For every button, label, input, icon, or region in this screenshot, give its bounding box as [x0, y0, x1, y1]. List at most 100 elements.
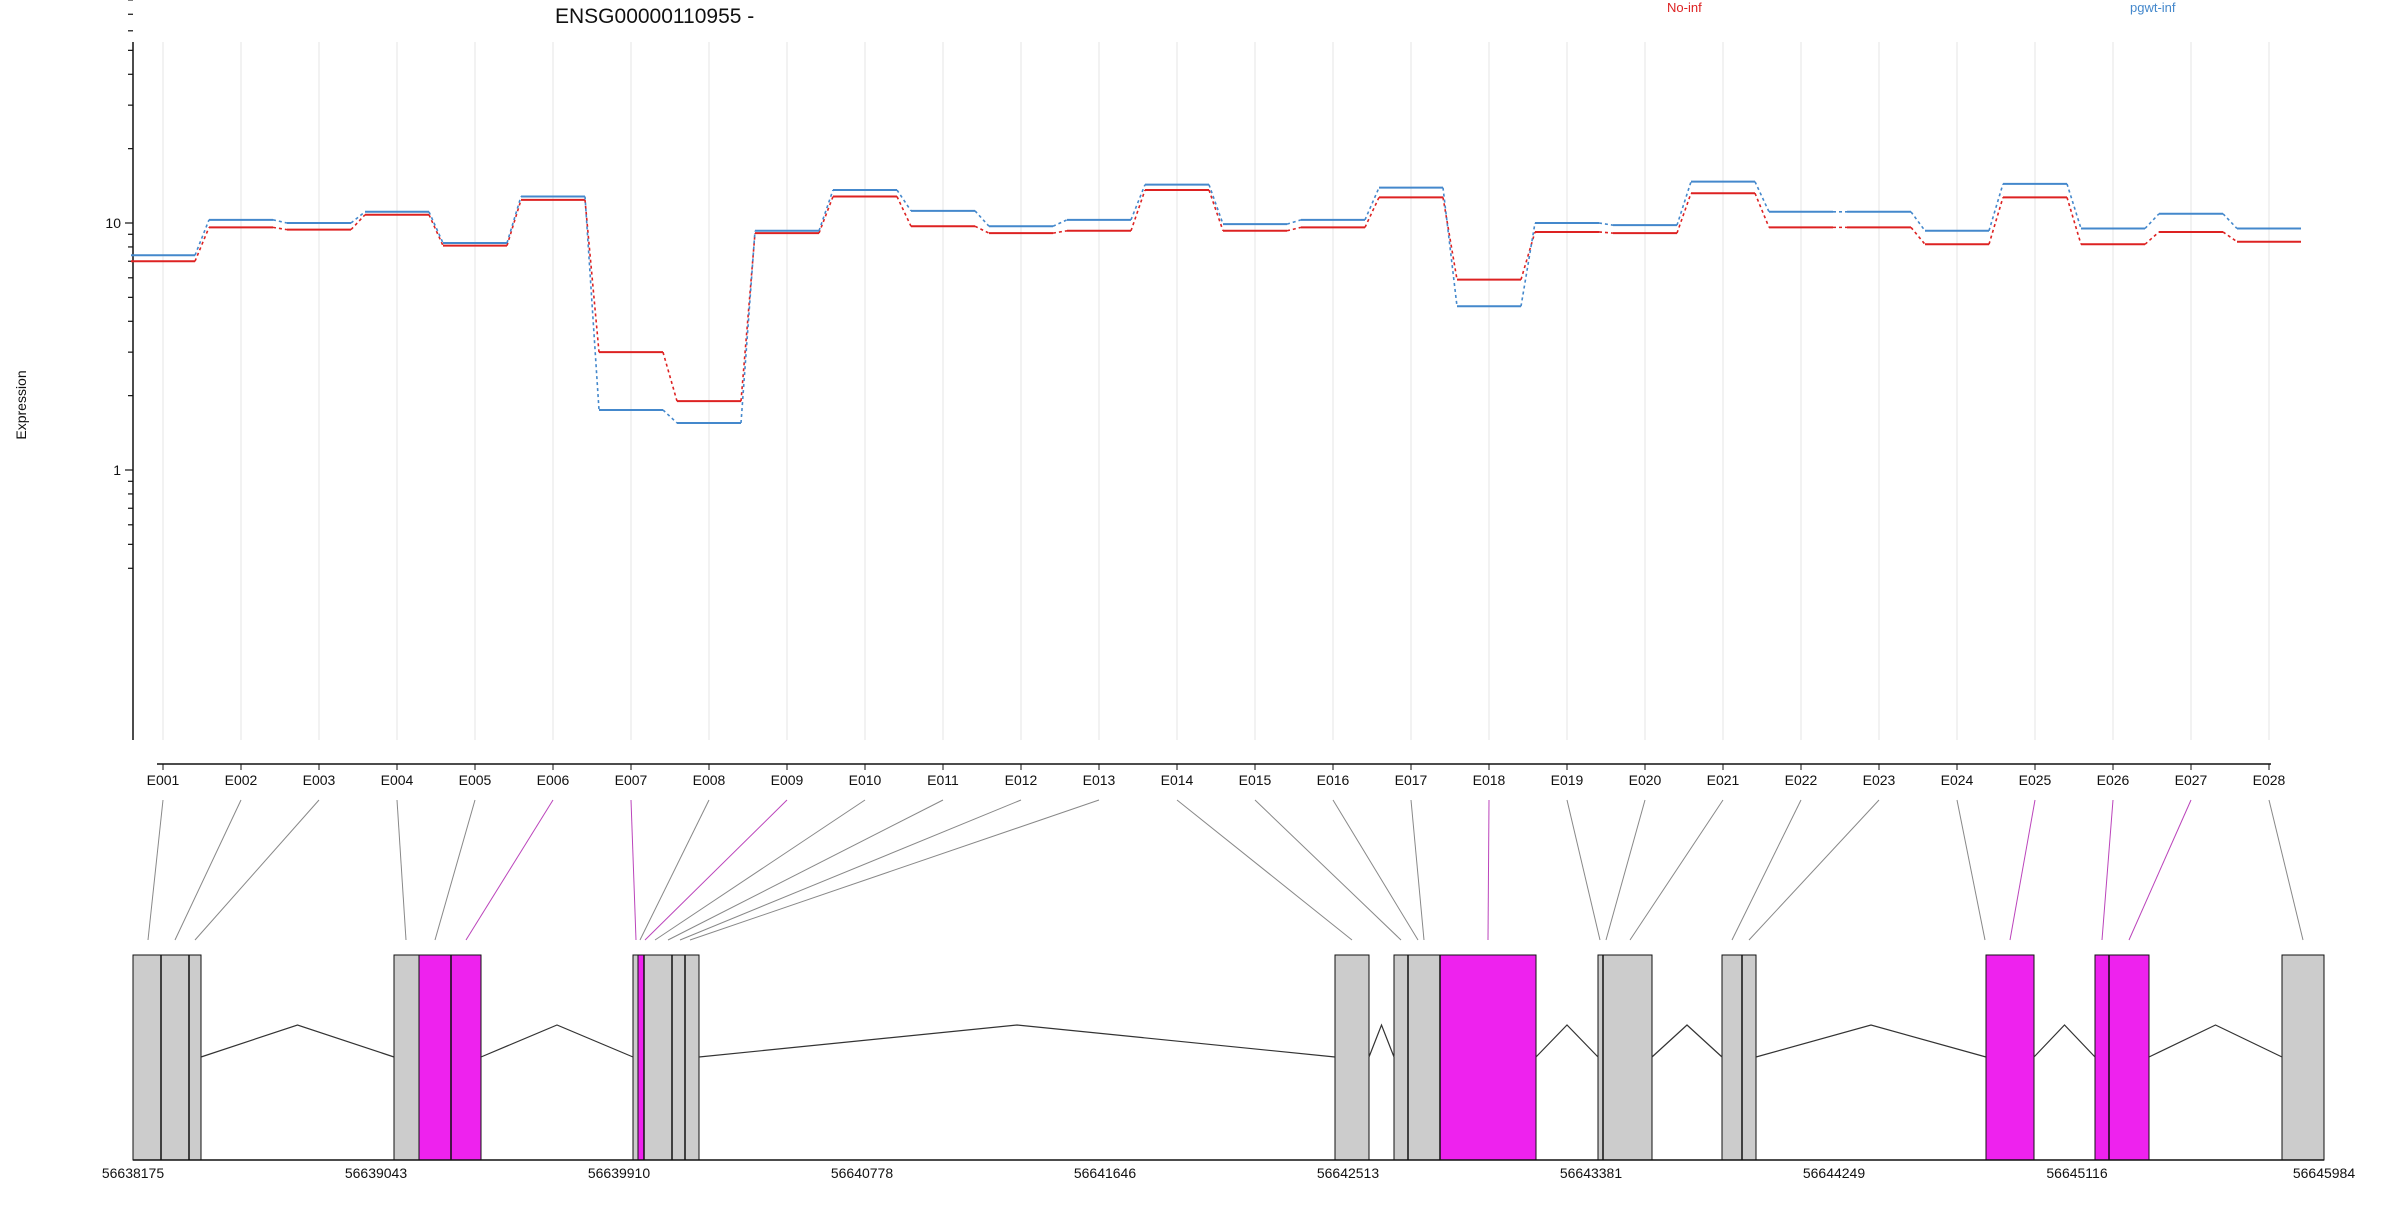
series-connector	[2066, 197, 2082, 245]
exon-connector	[174, 799, 242, 941]
series-connector	[1676, 181, 1692, 226]
exon-connector-lines	[147, 799, 2304, 941]
genomic-tick-label: 56639910	[588, 1165, 651, 1181]
intron-line	[1368, 1023, 1395, 1058]
series-connector	[194, 227, 210, 262]
series-connector	[2066, 183, 2082, 229]
exon-connector	[2009, 799, 2036, 941]
x-tick-label: E002	[225, 772, 258, 788]
series-connector	[1598, 231, 1614, 234]
series-connector	[2222, 231, 2238, 243]
series-connector	[1208, 184, 1224, 225]
exon-block	[1721, 954, 1743, 1161]
series-connector	[1208, 189, 1224, 232]
exon-connector	[630, 799, 637, 941]
series-connector	[1988, 183, 2004, 232]
legend-no-inf: No-inf	[1667, 0, 1702, 15]
exon-block-highlighted	[418, 954, 452, 1161]
series-connector	[1286, 226, 1302, 232]
exon-connector	[1332, 799, 1419, 941]
series-connector	[506, 199, 522, 246]
genomic-tick-label: 56644249	[1803, 1165, 1866, 1181]
exon-connector	[2268, 799, 2304, 941]
series-connector	[740, 233, 756, 402]
genomic-tick-label: 56638175	[102, 1165, 165, 1181]
series-connector	[2222, 213, 2238, 230]
series-connector	[818, 196, 834, 234]
exon-connector	[1629, 799, 1724, 941]
exon-connector	[1176, 799, 1353, 941]
exon-block	[393, 954, 420, 1161]
series-connector	[974, 225, 990, 234]
exon-block	[1334, 954, 1370, 1161]
x-tick-label: E001	[147, 772, 180, 788]
series-connector	[662, 409, 678, 424]
exon-block-highlighted	[450, 954, 482, 1161]
exon-block-highlighted	[637, 954, 645, 1161]
series-pgwt-inf	[131, 180, 2301, 424]
exon-block	[671, 954, 686, 1161]
y-tick-label: 10	[105, 215, 121, 231]
intron-line	[1651, 1024, 1723, 1058]
exon-connector	[1605, 799, 1646, 941]
series-connector	[1052, 229, 1068, 234]
genomic-tick-label: 56642513	[1317, 1165, 1380, 1181]
series-connector	[584, 199, 600, 353]
grid-lines	[162, 42, 2270, 740]
exon-connector	[1566, 799, 1601, 941]
genomic-tick-label: 56645984	[2293, 1165, 2356, 1181]
series-No-inf	[131, 189, 2301, 403]
series-connector	[272, 219, 288, 224]
x-tick-label: E004	[381, 772, 414, 788]
exon-connector	[644, 799, 788, 941]
series-connector	[1520, 231, 1536, 280]
x-tick-label: E016	[1317, 772, 1350, 788]
series-connector	[2144, 213, 2160, 230]
genomic-tick-label: 56640778	[831, 1165, 894, 1181]
series-connector	[1754, 192, 1770, 228]
x-tick-label: E010	[849, 772, 882, 788]
exon-connector	[1748, 799, 1880, 941]
intron-line	[480, 1024, 634, 1058]
intron-line	[698, 1024, 1336, 1058]
series-connector	[662, 351, 678, 402]
x-tick-label: E018	[1473, 772, 1506, 788]
intron-line	[1755, 1024, 1987, 1058]
x-tick-label: E026	[2097, 772, 2130, 788]
series-lines	[131, 180, 2301, 424]
intron-line	[2148, 1024, 2283, 1058]
genomic-tick-label: 56641646	[1074, 1165, 1137, 1181]
chart-title: ENSG00000110955 -	[555, 5, 754, 28]
genomic-tick-label: 56643381	[1560, 1165, 1623, 1181]
exon-connector	[654, 799, 866, 941]
series-connector	[1598, 222, 1614, 226]
x-tick-label: E021	[1707, 772, 1740, 788]
series-connector	[1520, 222, 1536, 307]
exon-connector	[639, 799, 710, 941]
series-connector	[272, 226, 288, 231]
x-tick-label: E008	[693, 772, 726, 788]
genomic-coordinate-axis: 56638175 56639043 56639910 56640778 56641646…	[102, 1159, 2356, 1181]
intron-line	[200, 1024, 395, 1058]
exon-connector	[396, 799, 407, 941]
exon-block-highlighted	[2094, 954, 2110, 1161]
series-connector	[1754, 181, 1770, 213]
x-tick-label: E012	[1005, 772, 1038, 788]
x-tick-label: E014	[1161, 772, 1194, 788]
series-connector	[1052, 219, 1068, 227]
x-tick-label: E024	[1941, 772, 1974, 788]
intron-line	[2033, 1024, 2096, 1058]
x-tick-label: E006	[537, 772, 570, 788]
exon-block	[1393, 954, 1409, 1161]
series-connector	[1988, 197, 2004, 245]
series-connector	[1130, 184, 1146, 221]
exon-block	[1407, 954, 1441, 1161]
y-axis-label: Expression	[13, 370, 29, 439]
x-tick-label: E005	[459, 772, 492, 788]
y-tick-label: 1	[113, 462, 121, 478]
series-connector	[1676, 192, 1692, 234]
exon-block-highlighted	[2108, 954, 2150, 1161]
x-axis: E001 E002 E003 E004 E005 E006 E007 E008 E009 E010…	[147, 763, 2286, 788]
